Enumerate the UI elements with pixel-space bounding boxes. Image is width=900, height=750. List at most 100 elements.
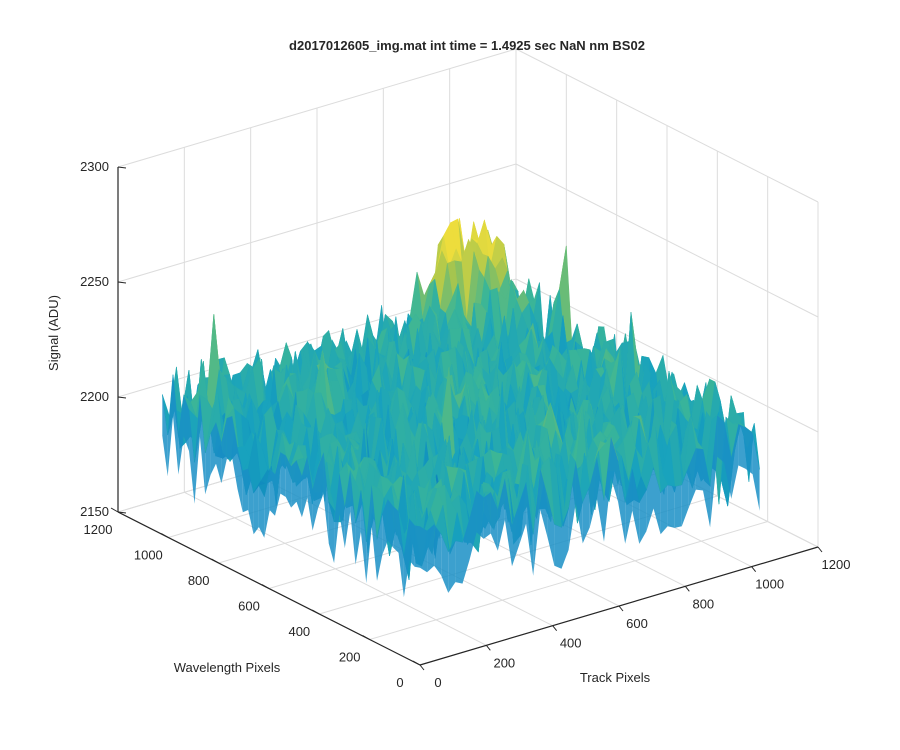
surface-edge [382,499,388,555]
surface-edge [561,508,569,569]
z-tick-mark [117,396,127,399]
side-wall-grid-line [515,48,819,203]
surface-edge [745,427,753,475]
surface-edge [360,490,367,584]
surface-edge [242,468,249,513]
surface-edge [194,395,200,504]
surface-edge [398,511,404,598]
x-tick-mark [618,605,624,612]
surface-edge [681,465,689,527]
surface-edge [434,524,442,576]
chart-title: d2017012605_img.mat int time = 1.4925 se… [289,38,645,53]
surface-edge [237,447,243,513]
surface-edge [189,409,195,504]
surface-edge [469,490,477,560]
surface-edge [731,424,739,499]
surface-edge [387,499,394,548]
surface-edge [533,468,541,576]
surface-edge [167,374,173,477]
y-tick-label: 600 [238,599,260,614]
surface-edge [280,452,286,497]
surface-edge [618,460,626,544]
side-wall-grid-line [515,163,819,318]
surface-edge [632,469,640,544]
z-tick-label: 2150 [80,504,109,519]
y-tick-label: 0 [396,675,403,690]
surface-edge [232,416,238,489]
surface-edge [455,540,463,584]
x-tick-label: 1200 [822,557,851,572]
surface-edge [253,485,259,535]
z-tick-mark [117,511,127,514]
surface-edge [604,436,611,542]
surface-edge [589,457,597,528]
y-tick-mark [211,558,219,564]
surface-edge [275,452,281,516]
y-tick-label: 800 [188,573,210,588]
surface-edge [403,519,410,598]
x-tick-mark [485,645,491,651]
surface-edge [582,485,590,544]
z-tick-label: 2300 [80,159,109,174]
surface-edge [210,422,216,475]
z-tick-mark [117,281,127,284]
tick-labels: 0 200 400 600 800 1000 1200 0 200 400 600 800 1000 12… [80,159,850,690]
surface-edge [205,433,211,495]
y-axis-label: Wavelength Pixels [174,660,281,675]
surface-edge [291,460,297,508]
surface-edge [512,503,520,567]
surface-edge [547,495,555,566]
x-tick-mark [684,586,690,592]
x-tick-label: 0 [434,675,441,690]
surface-edge [248,468,254,535]
surface-mesh [162,218,760,598]
surface-edge [183,395,190,452]
surface-edge [490,492,498,551]
surface-edge [674,484,682,528]
y-tick-mark [110,507,119,513]
surface-edge [162,394,168,477]
surface-edge [625,469,633,544]
surface-edge [752,432,760,511]
surface-edge [504,478,512,567]
surface-edge [307,456,313,531]
surface-edge [199,395,206,495]
surface-edge [483,492,491,539]
surface-edge [427,524,435,573]
y-tick-label: 1000 [134,548,163,563]
surface-edge [554,524,562,569]
surface-edge [724,421,732,499]
surface-edge [414,525,420,568]
surface-edge [568,461,576,550]
x-tick-mark [751,566,757,572]
y-tick-mark [161,533,169,538]
surface-edge [366,485,372,584]
surface-edge [328,501,335,564]
back-wall-grid-line [117,163,517,283]
surface-edge [173,374,179,475]
surface-edge [393,506,399,553]
surface-edge [296,460,302,518]
surface-edge [462,518,470,584]
y-tick-mark [261,584,270,589]
surface-edge [285,455,292,508]
x-tick-label: 1000 [755,577,784,592]
surface-edge [653,467,661,535]
back-wall-grid-line [117,48,517,168]
surface-edge [301,456,308,518]
surface-edge [526,482,534,576]
surface-edge [476,490,484,539]
surface-edge [660,484,668,535]
surface-edge [441,534,449,593]
surface-edge [703,449,711,528]
surface-edge [216,422,222,484]
surface-edge [221,418,227,484]
surface-edge [312,467,318,531]
surface-edge [264,468,270,538]
x-tick-label: 400 [560,636,582,651]
x-tick-mark [552,625,558,631]
surface-edge [497,478,505,551]
y-tick-label: 400 [288,624,310,639]
surface-edge [178,395,184,475]
y-tick-label: 200 [339,650,361,665]
